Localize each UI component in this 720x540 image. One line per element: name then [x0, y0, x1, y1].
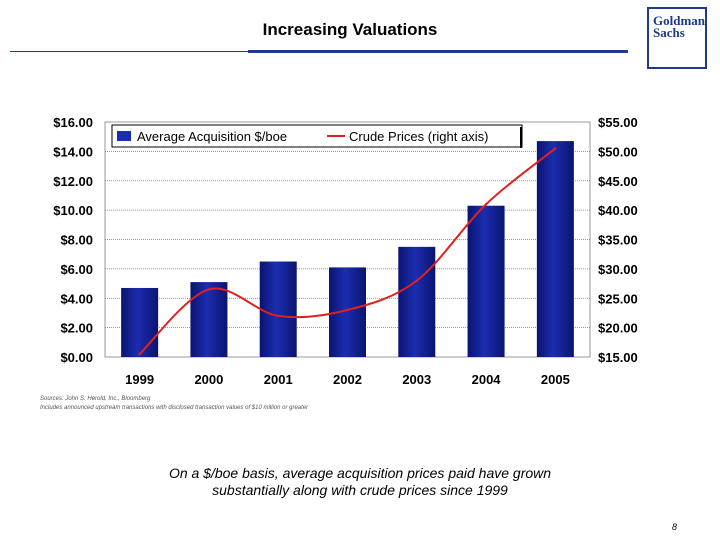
left-axis-tick-label: $12.00 — [53, 174, 93, 189]
crude-point-2000 — [207, 288, 211, 291]
right-axis-tick-label: $55.00 — [598, 115, 638, 130]
bar-1999 — [121, 287, 159, 357]
left-axis-tick-label: $2.00 — [60, 321, 93, 336]
source-line-1: Sources: John S. Herold, Inc., Bloomberg — [40, 396, 151, 402]
x-axis-tick-label: 1999 — [125, 372, 154, 387]
legend-bar-swatch — [117, 131, 131, 141]
logo-line-1: Goldman — [653, 13, 706, 28]
crude-point-2002 — [346, 308, 349, 312]
x-axis-tick-label: 2003 — [402, 372, 431, 387]
bar-2003 — [398, 246, 436, 357]
right-axis-tick-label: $40.00 — [598, 203, 638, 218]
right-axis-tick-label: $25.00 — [598, 291, 638, 306]
right-axis-tick-label: $30.00 — [598, 262, 638, 277]
legend-bar-label: Average Acquisition $/boe — [137, 129, 287, 144]
right-axis-tick-label: $20.00 — [598, 321, 638, 336]
crude-point-2003 — [415, 279, 418, 282]
left-axis-tick-label: $10.00 — [53, 203, 93, 218]
left-axis-tick-label: $16.00 — [53, 115, 93, 130]
legend-line-label: Crude Prices (right axis) — [349, 129, 488, 144]
page-number: 8 — [672, 522, 678, 532]
crude-point-2005 — [554, 147, 557, 150]
goldman-sachs-logo: Goldman Sachs — [647, 7, 707, 69]
left-axis-tick-label: $8.00 — [60, 233, 93, 248]
x-axis-tick-label: 2002 — [333, 372, 362, 387]
source-line-2: Includes announced upstream transactions… — [40, 405, 309, 411]
left-axis-tick-label: $14.00 — [53, 144, 93, 159]
right-axis-tick-label: $15.00 — [598, 350, 638, 365]
takeaway-note: On a $/boe basis, average acquisition pr… — [100, 465, 620, 499]
right-axis-tick-label: $35.00 — [598, 233, 638, 248]
bar-2004 — [467, 205, 505, 357]
crude-point-2001 — [277, 314, 280, 318]
left-axis-tick-label: $4.00 — [60, 291, 93, 306]
source-note: Sources: John S. Herold, Inc., Bloomberg… — [40, 395, 308, 413]
x-axis-tick-label: 2005 — [541, 372, 570, 387]
note-line-2: substantially along with crude prices si… — [212, 482, 508, 498]
crude-point-2004 — [484, 203, 488, 206]
left-axis-tick-label: $0.00 — [60, 350, 93, 365]
right-axis-tick-label: $50.00 — [598, 144, 638, 159]
x-axis-tick-label: 2004 — [472, 372, 502, 387]
bar-2005 — [536, 141, 574, 357]
right-axis-tick-label: $45.00 — [598, 174, 638, 189]
title-rule-accent — [248, 50, 628, 53]
crude-point-1999 — [138, 352, 141, 356]
bar-2001 — [259, 261, 297, 357]
x-axis-tick-label: 2001 — [264, 372, 293, 387]
logo-line-2: Sachs — [653, 25, 685, 40]
note-line-1: On a $/boe basis, average acquisition pr… — [168, 465, 552, 481]
valuation-chart: $0.00 $2.00 $4.00 $6.00 $8.00 $10.00 $12.00 $14… — [53, 115, 638, 387]
bar-2000 — [190, 282, 228, 357]
page-title: Increasing Valuations — [262, 20, 438, 39]
x-axis-tick-label: 2000 — [194, 372, 223, 387]
left-axis-tick-label: $6.00 — [60, 262, 93, 277]
